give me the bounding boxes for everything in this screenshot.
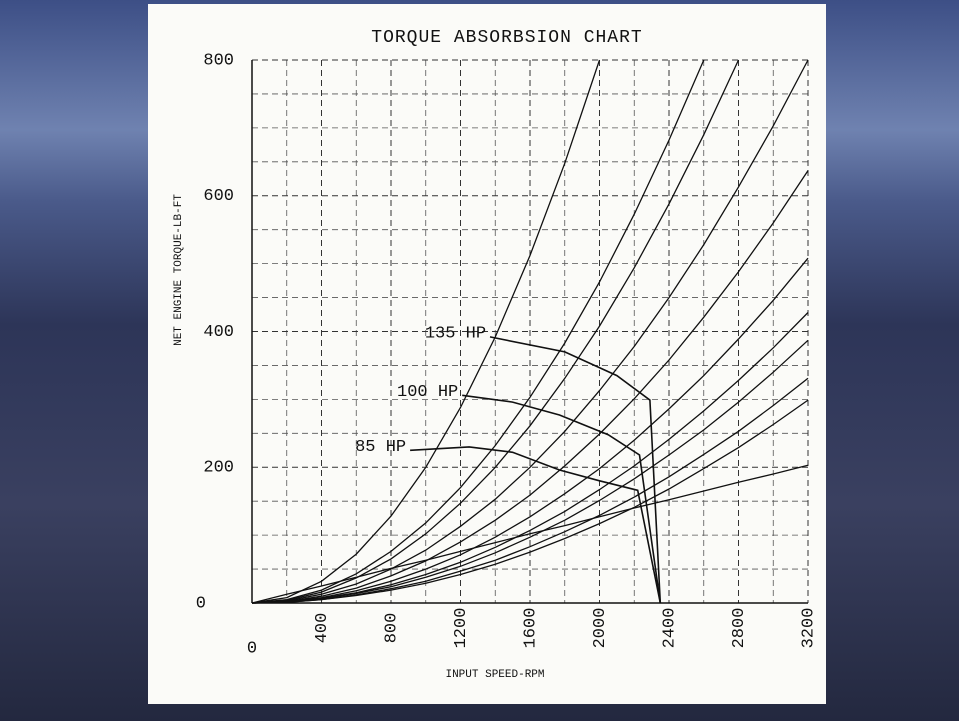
engine-curve bbox=[410, 446, 662, 604]
absorption-curve bbox=[251, 399, 809, 604]
chart-title: TORQUE ABSORBSION CHART bbox=[371, 28, 642, 48]
y-tick-label: 800 bbox=[203, 51, 234, 70]
y-tick-label: 0 bbox=[196, 594, 206, 613]
y-tick-label: 600 bbox=[203, 187, 234, 206]
y-axis-label: NET ENGINE TORQUE-LB-FT bbox=[173, 194, 185, 346]
absorption-curve bbox=[251, 312, 809, 604]
absorption-curve bbox=[251, 257, 809, 604]
x-tick-label: 3200 bbox=[799, 608, 818, 649]
engine-label: 85 HP bbox=[355, 438, 406, 457]
absorption-curve bbox=[251, 464, 809, 604]
x-tick-label: 1200 bbox=[452, 608, 471, 649]
engine-curve bbox=[489, 336, 662, 604]
x-tick-label: 400 bbox=[313, 613, 332, 644]
absorption-curve bbox=[251, 339, 809, 604]
engine-label: 135 HP bbox=[425, 324, 486, 343]
engine-label: 100 HP bbox=[397, 383, 458, 402]
x-tick-label: 800 bbox=[382, 613, 401, 644]
x-tick-label: 0 bbox=[247, 639, 257, 658]
x-tick-label: 2000 bbox=[591, 608, 610, 649]
x-axis-label: INPUT SPEED-RPM bbox=[445, 669, 544, 681]
x-tick-label: 2800 bbox=[730, 608, 749, 649]
absorption-curve bbox=[251, 59, 809, 604]
x-tick-label: 2400 bbox=[660, 608, 679, 649]
y-tick-label: 200 bbox=[203, 459, 234, 478]
engine-curve bbox=[462, 394, 662, 604]
y-tick-label: 400 bbox=[203, 323, 234, 342]
absorption-curve bbox=[251, 59, 601, 604]
absorption-curve bbox=[251, 59, 740, 604]
absorption-curve bbox=[251, 170, 809, 604]
x-tick-label: 1600 bbox=[521, 608, 540, 649]
absorption-curve bbox=[251, 59, 705, 604]
